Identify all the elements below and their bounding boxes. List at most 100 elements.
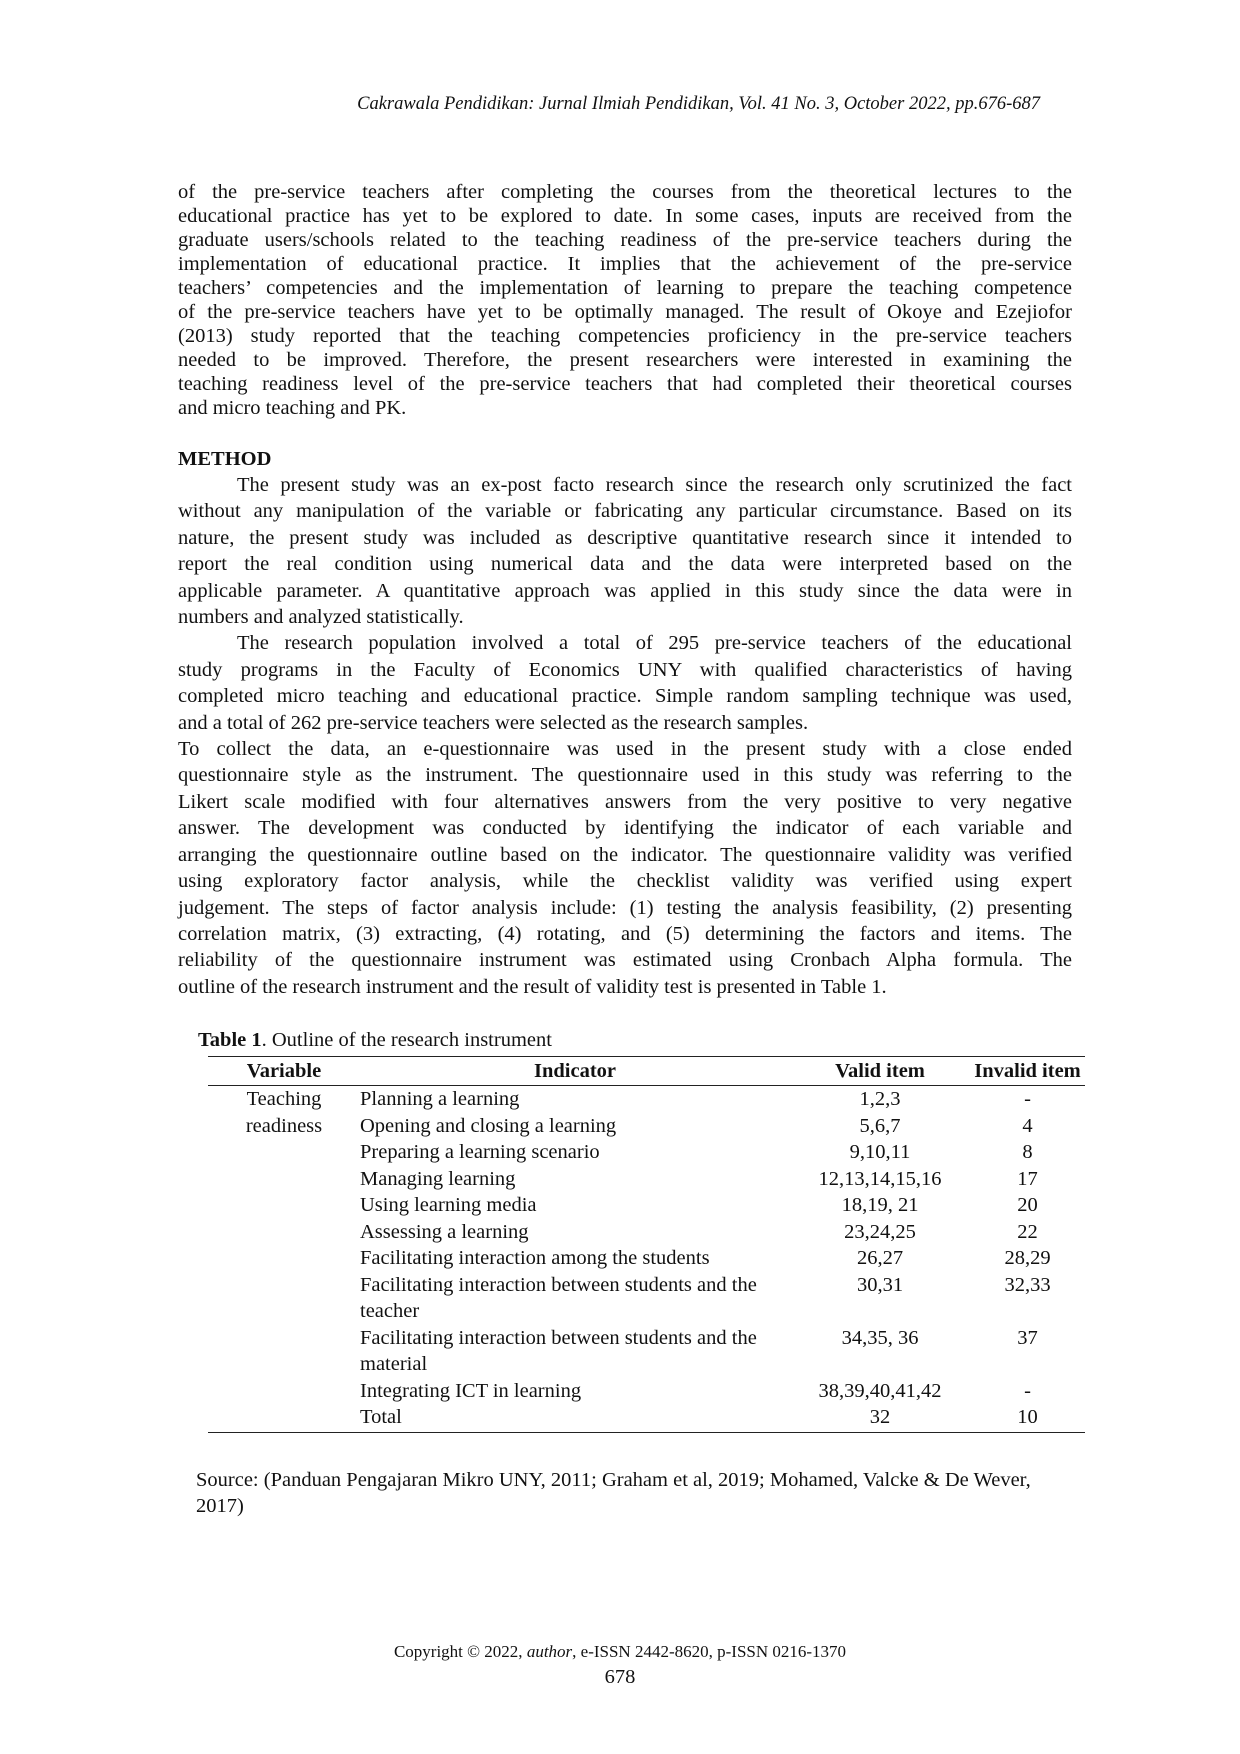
header-valid-item: Valid item [790,1056,970,1086]
text-line: outline of the research instrument and t… [178,975,887,998]
text-line: The research population involved a total… [237,632,1072,655]
text-line: teachers’ competencies and the implement… [178,277,1072,299]
text-line: correlation matrix, (3) extracting, (4) … [178,922,1072,945]
variable-cell: Teaching [246,1088,322,1110]
table-row: Integrating ICT in learning 38,39,40,41,4… [208,1378,1085,1405]
variable-cell [208,1192,360,1219]
table-label: Table 1 [198,1029,262,1051]
table-caption-text: . Outline of the research instrument [261,1029,552,1051]
indicator-cell: Assessing a learning [360,1220,529,1243]
text-line: arranging the questionnaire outline base… [178,843,1072,866]
table-row: readiness Opening and closing a learning 5… [208,1113,1085,1140]
valid-item-cell: 30,31 [856,1273,904,1296]
indicator-cell: Total [360,1404,790,1433]
text-line: numbers and analyzed statistically. [178,606,464,629]
invalid-item-cell: 4 [1022,1114,1033,1137]
variable-cell [208,1139,360,1166]
text-line: graduate users/schools related to the te… [178,229,1072,251]
text-line: report the real condition using numerica… [178,553,1072,576]
indicator-cell: Integrating ICT in learning [360,1379,582,1402]
text-line: completed micro teaching and educational… [178,685,1072,708]
indicator-cell: Opening and closing a learning [360,1114,617,1137]
text-line: The present study was an ex-post facto r… [237,474,1072,496]
table-row: Total 32 10 [208,1404,1085,1433]
text-line: reliability of the questionnaire instrum… [178,949,1072,972]
variable-cell: readiness [245,1114,323,1137]
text-line: teaching readiness level of the pre-serv… [178,373,1072,395]
valid-item-cell: 38,39,40,41,42 [818,1379,942,1402]
text-line: implementation of educational practice. … [178,253,1072,275]
variable-cell [208,1325,360,1378]
text-line: applicable parameter. A quantitative app… [178,579,1072,602]
invalid-item-cell: 17 [1017,1167,1038,1190]
table-row: Preparing a learning scenario 9,10,11 8 [208,1139,1085,1166]
valid-item-cell: 1,2,3 [859,1088,901,1110]
method-paragraph-3: To collect the data, an e-questionnaire … [178,736,1072,1000]
text-line: of the pre-service teachers have yet to … [178,301,1072,323]
invalid-item-cell: 22 [1017,1220,1038,1243]
valid-item-cell: 5,6,7 [859,1114,901,1137]
section-heading: METHOD [178,448,272,470]
header-invalid-item: Invalid item [970,1056,1085,1086]
text-line: answer. The development was conducted by… [178,817,1072,840]
text-line: of the pre-service teachers after comple… [178,181,1072,203]
text-line: (2013) study reported that the teaching … [178,325,1072,347]
text-line: judgement. The steps of factor analysis … [178,896,1072,919]
table-row: Facilitating interaction between student… [208,1325,1085,1378]
method-paragraph-2: The research population involved a total… [178,630,1072,736]
variable-cell [208,1245,360,1272]
text-line: Likert scale modified with four alternat… [178,790,1072,813]
variable-cell [208,1219,360,1246]
table-row: Assessing a learning 23,24,25 22 [208,1219,1085,1246]
text-line: questionnaire style as the instrument. T… [178,764,1072,787]
method-section: METHOD The present study was an ex-post … [178,446,1072,1000]
invalid-item-cell: 32,33 [1004,1273,1051,1296]
text-line: without any manipulation of the variable… [178,500,1072,523]
valid-item-cell: 26,27 [856,1247,904,1269]
indicator-cell: Preparing a learning scenario [360,1141,600,1163]
valid-item-cell: 12,13,14,15,16 [818,1167,942,1190]
intro-paragraph: of the pre-service teachers after comple… [178,180,1072,420]
indicator-cell: Facilitating interaction between student… [360,1326,757,1376]
text-line: nature, the present study was included a… [178,526,1072,549]
indicator-cell: Facilitating interaction among the stude… [360,1247,710,1269]
valid-item-cell: 18,19, 21 [841,1194,919,1216]
text-line: using exploratory factor analysis, while… [178,870,1072,893]
indicator-cell: Using learning media [360,1194,537,1216]
table-source: Source: (Panduan Pengajaran Mikro UNY, 2… [196,1469,1031,1517]
invalid-item-cell: 37 [1017,1326,1038,1349]
variable-cell [208,1166,360,1193]
invalid-item-cell: 8 [1022,1141,1033,1163]
invalid-item-cell: 28,29 [1004,1247,1051,1269]
text-line: needed to be improved. Therefore, the pr… [178,349,1072,371]
instrument-table: Variable Indicator Valid item Invalid it… [208,1056,1085,1433]
invalid-item-cell: - [1024,1379,1031,1402]
page-number: 678 [604,1666,636,1688]
text-line: study programs in the Faculty of Economi… [178,658,1072,681]
variable-cell [208,1272,360,1325]
variable-cell [208,1404,360,1433]
indicator-cell: Managing learning [360,1167,516,1190]
running-header: Cakrawala Pendidikan: Jurnal Ilmiah Pend… [357,94,1040,114]
indicator-cell: Planning a learning [360,1088,520,1110]
text-line: and micro teaching and PK. [178,397,407,419]
header-variable: Variable [208,1056,360,1086]
text-line: and a total of 262 pre-service teachers … [178,711,809,734]
copyright-prefix: Copyright © 2022, [393,1642,527,1661]
table-row: Facilitating interaction among the stude… [208,1245,1085,1272]
valid-item-cell: 23,24,25 [844,1220,916,1243]
table-row: Teaching Planning a learning 1,2,3 - [208,1086,1085,1113]
valid-item-cell: 34,35, 36 [841,1326,919,1349]
valid-item-cell: 32 [790,1404,970,1433]
text-line: To collect the data, an e-questionnaire … [178,738,1072,761]
method-paragraph-1: The present study was an ex-post facto r… [178,472,1072,630]
indicator-cell: Facilitating interaction between student… [360,1273,757,1323]
header-indicator: Indicator [360,1056,790,1086]
table-row: Facilitating interaction between student… [208,1272,1085,1325]
invalid-item-cell: 10 [970,1404,1085,1433]
invalid-item-cell: - [1024,1088,1031,1110]
copyright-suffix: , e-ISSN 2442-8620, p-ISSN 0216-1370 [572,1642,847,1661]
table-header-row: Variable Indicator Valid item Invalid it… [208,1056,1085,1086]
copyright-author: author [526,1642,573,1661]
copyright-footer: Copyright © 2022, author, e-ISSN 2442-86… [0,1642,1240,1662]
